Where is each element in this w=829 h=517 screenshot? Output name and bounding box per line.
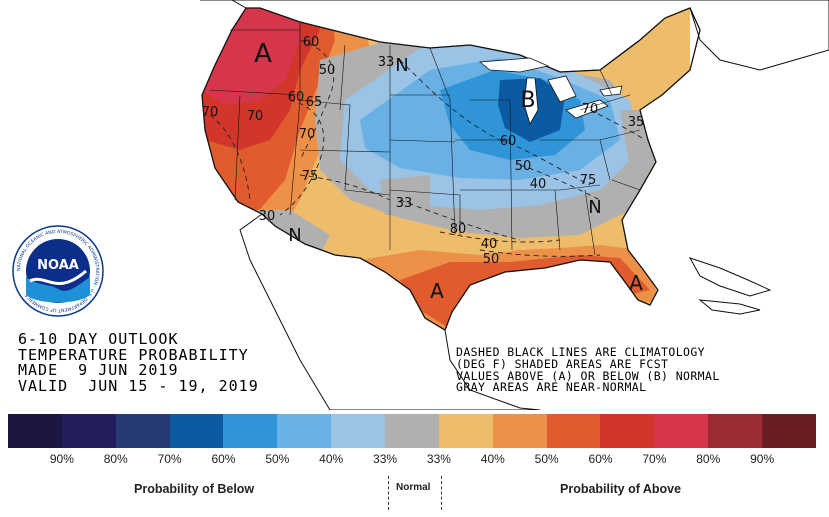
legend-tick-label: 50% xyxy=(265,452,290,466)
legend-tick-label: 60% xyxy=(588,452,613,466)
legend-swatch xyxy=(492,414,547,448)
contour-label: 60 xyxy=(288,90,305,105)
legend-tick-label: 70% xyxy=(157,452,182,466)
outlook-line-4: VALID JUN 15 - 19, 2019 xyxy=(18,376,259,395)
contour-label: 50 xyxy=(319,63,336,78)
contour-label: 33 xyxy=(396,196,413,211)
map-notes-block: DASHED BLACK LINES ARE CLIMATOLOGY (DEG F… xyxy=(456,345,720,395)
legend-tick-label: 33% xyxy=(426,452,451,466)
contour-label: 60 xyxy=(500,134,517,149)
great-lakes xyxy=(478,57,623,126)
legend-swatch xyxy=(169,414,224,448)
legend-swatch xyxy=(8,414,62,448)
contour-label: 40 xyxy=(530,177,547,192)
notes-line-1: DASHED BLACK LINES ARE CLIMATOLOGY xyxy=(456,345,706,359)
legend-tick-label: 80% xyxy=(696,452,721,466)
zone-letter: A xyxy=(629,271,643,295)
outlook-line-2: TEMPERATURE PROBABILITY xyxy=(18,345,249,364)
contour-label: 70 xyxy=(299,127,316,142)
contour-label: 65 xyxy=(306,95,323,110)
surrounding-land xyxy=(200,0,829,410)
probability-below-label: Probability of Below xyxy=(134,482,255,496)
legend-tick-label: 90% xyxy=(750,452,775,466)
contour-label: 33 xyxy=(378,55,395,70)
legend-tick-label: 40% xyxy=(319,452,344,466)
contour-label: 70 xyxy=(202,105,219,120)
contour-label: 75 xyxy=(302,169,319,184)
normal-label: Normal xyxy=(396,482,431,493)
legend-swatch xyxy=(385,414,439,448)
legend-swatch xyxy=(438,414,493,448)
legend-tick-label: 50% xyxy=(534,452,559,466)
zone-letter: N xyxy=(588,197,601,218)
legend-tick-label: 60% xyxy=(211,452,236,466)
legend-swatch xyxy=(115,414,170,448)
probability-above-label: Probability of Above xyxy=(560,482,682,496)
contour-label: 70 xyxy=(582,102,599,117)
legend-divider-left xyxy=(388,476,389,510)
legend-swatch xyxy=(331,414,386,448)
contour-label: 50 xyxy=(515,159,532,174)
contour-label: 60 xyxy=(303,35,320,50)
us-outline xyxy=(201,7,701,331)
notes-line-4: GRAY AREAS ARE NEAR-NORMAL xyxy=(456,380,647,395)
legend-swatch xyxy=(654,414,709,448)
zone-letters: A N B N N A A xyxy=(254,39,643,303)
legend-tick-label: 33% xyxy=(373,452,398,466)
legend-tick-label: 90% xyxy=(49,452,74,466)
legend-swatch xyxy=(762,414,816,448)
contour-label: 40 xyxy=(481,237,498,252)
outlook-title-block: 6-10 DAY OUTLOOK TEMPERATURE PROBABILITY M… xyxy=(18,330,259,395)
legend-swatch xyxy=(61,414,116,448)
contour-label: 80 xyxy=(450,222,467,237)
notes-line-3: VALUES ABOVE (A) OR BELOW (B) NORMAL xyxy=(456,368,720,383)
notes-line-2: (DEG F) SHADED AREAS ARE FCST xyxy=(456,356,669,371)
contour-label: 70 xyxy=(247,109,264,124)
contour-label: 75 xyxy=(580,173,597,188)
legend-swatch xyxy=(277,414,332,448)
legend-tick-label: 40% xyxy=(480,452,505,466)
legend-swatch xyxy=(708,414,763,448)
zone-letter: B xyxy=(520,88,535,113)
contour-label: 35 xyxy=(628,115,645,130)
noaa-logo-text: NOAA xyxy=(37,258,79,273)
zone-letter: N xyxy=(288,225,301,246)
outlook-line-3: MADE 9 JUN 2019 xyxy=(18,361,179,379)
climatology-contours xyxy=(209,39,646,257)
contour-label: 30 xyxy=(259,209,276,224)
legend-swatch xyxy=(223,414,278,448)
legend-swatch xyxy=(546,414,601,448)
zone-letter: A xyxy=(430,279,444,303)
state-borders xyxy=(209,22,641,256)
noaa-logo: NATIONAL OCEANIC AND ATMOSPHERIC ADMINIS… xyxy=(12,225,104,317)
outlook-line-1: 6-10 DAY OUTLOOK xyxy=(18,330,179,348)
zone-letter: A xyxy=(254,39,272,69)
probability-legend-bar xyxy=(8,414,816,448)
legend-tick-label: 70% xyxy=(642,452,667,466)
zone-letter: N xyxy=(395,55,408,76)
contour-label: 50 xyxy=(483,252,500,267)
legend-swatch xyxy=(600,414,655,448)
legend-tick-label: 80% xyxy=(103,452,128,466)
legend-divider-right xyxy=(441,476,442,510)
